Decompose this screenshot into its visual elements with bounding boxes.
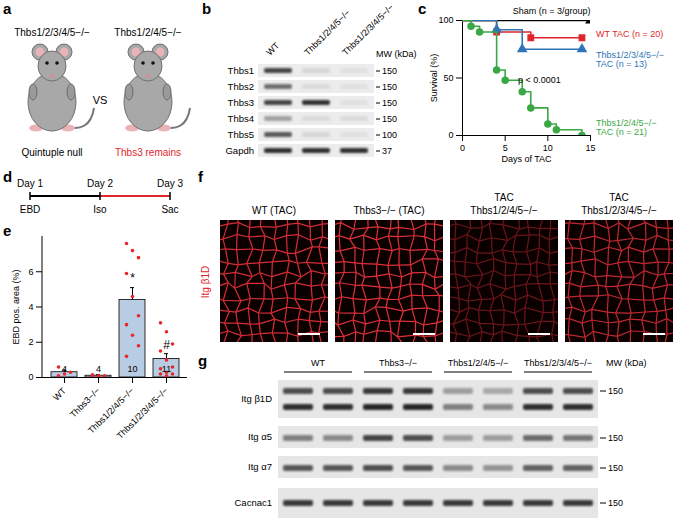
svg-text:Day 1: Day 1 — [17, 178, 44, 189]
svg-text:Thbs1/2/4/5−/−: Thbs1/2/4/5−/− — [448, 358, 509, 368]
svg-text:4: 4 — [62, 364, 67, 374]
svg-text:Gapdh: Gapdh — [225, 145, 254, 156]
svg-text:150: 150 — [608, 463, 623, 473]
svg-text:Thbs3 remains: Thbs3 remains — [115, 147, 181, 158]
svg-text:a: a — [3, 0, 12, 17]
svg-text:Sham (n = 3/group): Sham (n = 3/group) — [513, 6, 591, 16]
svg-text:Survival (%): Survival (%) — [429, 54, 439, 103]
svg-text:Itg α5: Itg α5 — [248, 431, 272, 442]
svg-text:Thbs4: Thbs4 — [228, 113, 254, 124]
svg-text:150: 150 — [382, 82, 397, 92]
svg-text:150: 150 — [382, 98, 397, 108]
svg-text:EBD pos. area (%): EBD pos. area (%) — [11, 269, 21, 344]
svg-text:MW (kDa): MW (kDa) — [376, 49, 417, 59]
svg-text:5: 5 — [503, 143, 508, 153]
svg-text:50: 50 — [443, 73, 453, 83]
svg-text:4: 4 — [96, 364, 101, 374]
svg-text:11: 11 — [162, 364, 171, 374]
svg-text:TAC: TAC — [609, 192, 628, 203]
svg-text:2: 2 — [28, 337, 33, 347]
svg-text:Thbs1/2/3/4/5−/−: Thbs1/2/3/4/5−/− — [581, 205, 657, 216]
svg-text:WT TAC (n = 20): WT TAC (n = 20) — [596, 29, 663, 39]
svg-text:Thbs3−/−: Thbs3−/− — [68, 386, 102, 420]
svg-text:10: 10 — [543, 143, 553, 153]
svg-text:Day 3: Day 3 — [157, 178, 184, 189]
svg-text:Cacnac1: Cacnac1 — [235, 497, 273, 508]
svg-text:150: 150 — [608, 498, 623, 508]
svg-text:WT: WT — [311, 358, 325, 368]
svg-text:*: * — [130, 271, 135, 285]
svg-text:100: 100 — [382, 130, 397, 140]
svg-text:6: 6 — [28, 267, 33, 277]
svg-text:Thbs3−/−: Thbs3−/− — [379, 358, 417, 368]
svg-text:d: d — [3, 168, 12, 185]
svg-text:Thbs1/2/3/4/5−/−: Thbs1/2/3/4/5−/− — [340, 2, 396, 58]
svg-text:#: # — [163, 338, 170, 352]
svg-text:Thbs1/2/4/5−/−: Thbs1/2/4/5−/− — [302, 7, 353, 58]
svg-text:Thbs3−/− (TAC): Thbs3−/− (TAC) — [354, 205, 425, 216]
svg-text:37: 37 — [382, 146, 392, 156]
svg-text:150: 150 — [382, 66, 397, 76]
svg-text:0: 0 — [28, 372, 33, 382]
svg-text:Days of TAC: Days of TAC — [501, 154, 552, 164]
svg-text:10: 10 — [127, 364, 137, 374]
svg-text:0: 0 — [448, 130, 453, 140]
svg-text:f: f — [198, 168, 204, 185]
svg-text:Thbs3: Thbs3 — [228, 97, 254, 108]
svg-text:15: 15 — [585, 143, 595, 153]
svg-text:WT: WT — [264, 40, 281, 57]
svg-text:b: b — [202, 0, 211, 17]
svg-text:150: 150 — [382, 114, 397, 124]
svg-text:Itg α7: Itg α7 — [248, 461, 272, 472]
svg-text:Itg β1D: Itg β1D — [200, 266, 211, 298]
svg-text:g: g — [198, 352, 207, 369]
svg-text:Itg β1D: Itg β1D — [241, 393, 272, 404]
svg-text:Day 2: Day 2 — [87, 178, 114, 189]
svg-text:Thbs1/2/4/5−/−: Thbs1/2/4/5−/− — [86, 385, 136, 436]
svg-text:Quintuple null: Quintuple null — [21, 147, 82, 158]
svg-text:Thbs5: Thbs5 — [228, 129, 254, 140]
svg-text:0: 0 — [460, 143, 465, 153]
svg-text:WT: WT — [51, 385, 68, 402]
svg-text:Thbs1: Thbs1 — [228, 65, 254, 76]
svg-text:150: 150 — [608, 433, 623, 443]
svg-text:e: e — [3, 222, 11, 239]
svg-text:Iso: Iso — [93, 204, 107, 215]
svg-text:4: 4 — [28, 302, 33, 312]
svg-text:Thbs1/2/4/5−/−: Thbs1/2/4/5−/− — [114, 27, 181, 38]
svg-text:Thbs1/2/4/5−/−: Thbs1/2/4/5−/− — [470, 205, 537, 216]
svg-text:MW (kDa): MW (kDa) — [606, 358, 647, 368]
svg-text:TAC: TAC — [494, 192, 513, 203]
svg-text:p < 0.0001: p < 0.0001 — [518, 75, 561, 85]
svg-text:Thbs1/2/3/4/5−/−: Thbs1/2/3/4/5−/− — [115, 386, 170, 441]
svg-text:VS: VS — [93, 94, 108, 106]
svg-text:EBD: EBD — [20, 204, 41, 215]
svg-text:Thbs1/2/3/4/5−/−TAC (n = 13): Thbs1/2/3/4/5−/−TAC (n = 13) — [596, 50, 664, 69]
svg-text:Thbs2: Thbs2 — [228, 81, 254, 92]
svg-text:WT (TAC): WT (TAC) — [252, 205, 296, 216]
svg-text:Thbs1/2/3/4/5−/−: Thbs1/2/3/4/5−/− — [524, 358, 592, 368]
svg-text:c: c — [418, 0, 426, 17]
svg-text:Thbs1/2/3/4/5−/−: Thbs1/2/3/4/5−/− — [14, 27, 90, 38]
svg-text:150: 150 — [608, 386, 623, 396]
svg-text:Sac: Sac — [161, 204, 178, 215]
svg-text:100: 100 — [438, 15, 453, 25]
svg-text:Thbs1/2/4/5−/−TAC (n = 21): Thbs1/2/4/5−/−TAC (n = 21) — [596, 118, 657, 137]
